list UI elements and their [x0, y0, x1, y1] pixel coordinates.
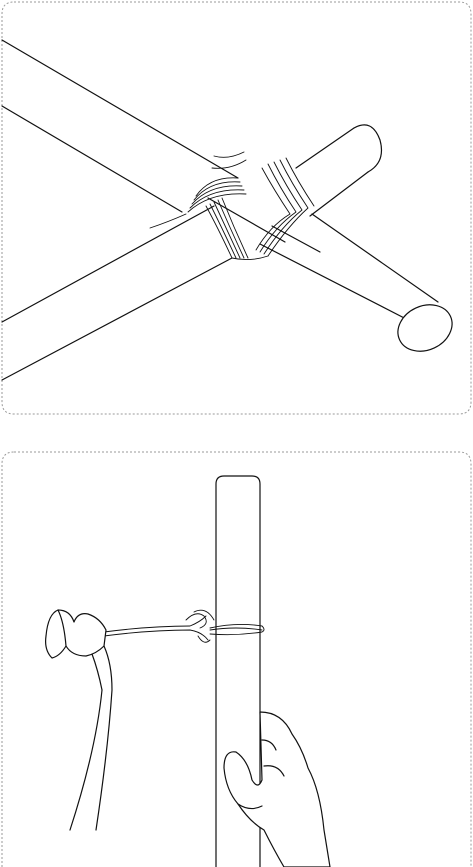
hands-twisting-wire-on-pole-icon: [1, 451, 472, 867]
lower-rod: [1, 39, 321, 253]
upper-rod: [1, 124, 453, 381]
panel-frame: [1, 451, 472, 867]
illustration-panel-top: [0, 0, 473, 416]
wire-loop: [103, 609, 265, 643]
crossing-poles-tied-with-wire-icon: [1, 1, 472, 415]
left-hand: [45, 609, 113, 831]
right-hand: [223, 711, 331, 867]
wire-binding: [149, 151, 315, 261]
illustration-panel-bottom: [0, 450, 473, 867]
panel-frame: [1, 1, 472, 415]
